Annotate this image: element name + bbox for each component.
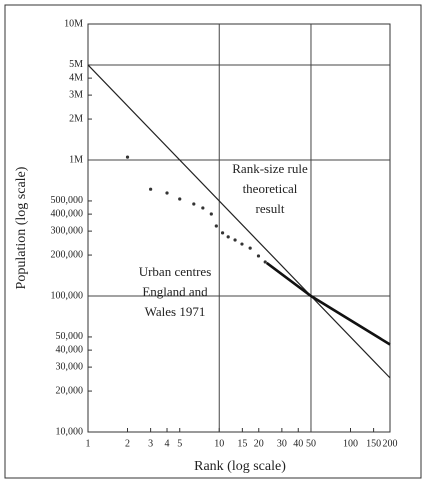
- y-tick-label: 3M: [69, 89, 83, 100]
- x-tick-label: 30: [277, 438, 287, 449]
- y-tick-label: 300,000: [51, 225, 84, 236]
- data-point: [220, 231, 225, 235]
- series-line: [265, 261, 391, 346]
- x-axis-label: Rank (log scale): [194, 459, 286, 474]
- y-tick-label: 1M: [69, 154, 83, 165]
- y-tick-label: 50,000: [56, 331, 84, 342]
- y-tick-label: 500,000: [51, 195, 84, 206]
- data-point: [125, 155, 130, 159]
- x-tick-label: 40: [293, 438, 303, 449]
- data-point: [165, 191, 169, 195]
- data-point: [226, 235, 230, 239]
- y-tick-label: 4M: [69, 72, 83, 83]
- y-tick-label: 200,000: [51, 249, 84, 260]
- annotation: result: [256, 201, 285, 216]
- data-point: [240, 242, 244, 246]
- y-tick-label: 20,000: [56, 385, 84, 396]
- data-point: [233, 238, 237, 242]
- x-tick-label: 10: [214, 438, 224, 449]
- annotation: Urban centres: [139, 264, 212, 279]
- annotation: theoretical: [243, 181, 298, 196]
- y-tick-label: 2M: [69, 113, 83, 124]
- data-point: [201, 206, 205, 210]
- y-axis-label: Population (log scale): [14, 166, 29, 289]
- y-tick-label: 5M: [69, 59, 83, 70]
- x-tick-label: 3: [148, 438, 153, 449]
- x-tick-label: 50: [306, 438, 316, 449]
- annotation: England and: [142, 284, 208, 299]
- annotation: Rank-size rule: [232, 161, 308, 176]
- x-tick-label: 200: [383, 438, 398, 449]
- frame: [4, 4, 422, 479]
- y-tick-label: 10,000: [56, 426, 84, 437]
- data-point: [214, 224, 218, 228]
- data-point: [149, 187, 153, 191]
- data-point: [192, 202, 196, 206]
- series-line: [87, 64, 391, 379]
- data-point: [248, 246, 252, 250]
- y-tick-label: 40,000: [56, 344, 84, 355]
- x-tick-label: 100: [343, 438, 358, 449]
- data-point: [209, 212, 213, 216]
- x-tick-label: 20: [254, 438, 264, 449]
- y-tick-label: 400,000: [51, 208, 84, 219]
- x-tick-label: 4: [165, 438, 170, 449]
- y-tick-label: 10M: [64, 18, 83, 29]
- x-tick-label: 150: [366, 438, 381, 449]
- data-point: [256, 254, 261, 258]
- data-point: [178, 197, 182, 201]
- x-tick-label: 15: [237, 438, 247, 449]
- y-tick-label: 100,000: [51, 290, 84, 301]
- x-tick-label: 5: [177, 438, 182, 449]
- y-tick-label: 30,000: [56, 361, 84, 372]
- x-tick-label: 2: [125, 438, 130, 449]
- x-tick-label: 1: [86, 438, 91, 449]
- data-point: [263, 260, 267, 264]
- annotation: Wales 1971: [145, 304, 206, 319]
- plot-area: [87, 23, 391, 433]
